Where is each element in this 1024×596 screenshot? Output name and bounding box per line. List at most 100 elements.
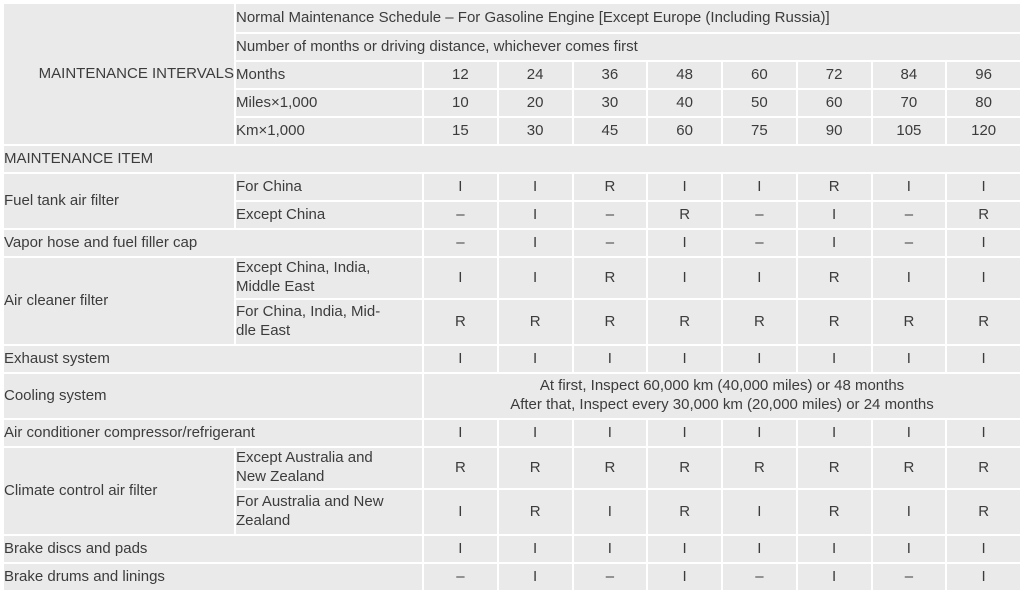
table-row: For Australia and New Zealand I R I R I … (4, 490, 1020, 534)
item-variant-condition: Except China, India, Middle East (236, 258, 422, 298)
maintenance-mark: I (797, 420, 871, 446)
maintenance-mark: R (797, 174, 871, 200)
maintenance-item-label: MAINTENANCE ITEM (4, 146, 1020, 172)
maintenance-mark: I (498, 258, 572, 298)
maintenance-mark: R (573, 258, 647, 298)
table-row: Brake drums and linings – I – I – I – I (4, 564, 1020, 590)
maintenance-mark: – (872, 564, 946, 590)
table-row: Exhaust system I I I I I I I I (4, 346, 1020, 372)
maintenance-mark: R (498, 490, 572, 534)
section-header-row: MAINTENANCE ITEM (4, 146, 1020, 172)
maintenance-mark: R (947, 300, 1020, 344)
table-row: Air cleaner filter Except China, India, … (4, 258, 1020, 344)
interval-value: 15 (424, 118, 497, 144)
maintenance-mark: R (498, 448, 572, 488)
maintenance-mark: R (723, 448, 796, 488)
table-row: Air conditioner compressor/refrigerant I… (4, 420, 1020, 446)
table-row: Except China – I – R – I – R (4, 202, 1020, 228)
interval-value: 50 (723, 90, 796, 116)
interval-value: 72 (797, 62, 871, 88)
interval-value: 40 (648, 90, 721, 116)
maintenance-mark: I (573, 420, 647, 446)
maintenance-mark: I (424, 536, 497, 562)
maintenance-mark: I (498, 202, 572, 228)
interval-value: 20 (498, 90, 572, 116)
interval-value: 60 (797, 90, 871, 116)
item-name: Air cleaner filter (4, 258, 234, 344)
interval-row-label: Km×1,000 (236, 118, 422, 144)
item-variant-condition: For China, India, Mid- dle East (236, 300, 422, 344)
maintenance-mark: I (498, 536, 572, 562)
maintenance-mark: R (648, 300, 721, 344)
maintenance-mark: – (723, 564, 796, 590)
interval-value: 45 (573, 118, 647, 144)
maintenance-mark: I (872, 346, 946, 372)
maintenance-mark: R (648, 490, 721, 534)
maintenance-mark: – (872, 230, 946, 256)
maintenance-mark: R (947, 202, 1020, 228)
maintenance-mark: I (797, 202, 871, 228)
maintenance-mark: – (424, 202, 497, 228)
item-variant-condition: For Australia and New Zealand (236, 490, 422, 534)
maintenance-mark: I (797, 230, 871, 256)
item-name: Vapor hose and fuel filler cap (4, 230, 422, 256)
table-title: Normal Maintenance Schedule – For Gasoli… (236, 4, 1020, 32)
maintenance-mark: I (947, 230, 1020, 256)
maintenance-mark: I (424, 174, 497, 200)
header-row-months: Months 12 24 36 48 60 72 84 96 (4, 62, 1020, 88)
header-row-title: MAINTENANCE INTERVALS Normal Maintenance… (4, 4, 1020, 144)
maintenance-mark: R (723, 300, 796, 344)
maintenance-mark: R (797, 448, 871, 488)
header-row-subtitle: Number of months or driving distance, wh… (4, 34, 1020, 60)
maintenance-mark: – (573, 564, 647, 590)
maintenance-mark: I (797, 346, 871, 372)
maintenance-mark: I (424, 420, 497, 446)
maintenance-intervals-label: MAINTENANCE INTERVALS (4, 4, 234, 144)
maintenance-mark: – (424, 230, 497, 256)
interval-value: 90 (797, 118, 871, 144)
maintenance-mark: I (424, 490, 497, 534)
table-row: For China, India, Mid- dle East R R R R … (4, 300, 1020, 344)
maintenance-mark: I (424, 346, 497, 372)
maintenance-mark: I (723, 536, 796, 562)
table-row: Brake discs and pads I I I I I I I I (4, 536, 1020, 562)
maintenance-mark: I (648, 230, 721, 256)
interval-value: 105 (872, 118, 946, 144)
maintenance-mark: I (947, 564, 1020, 590)
maintenance-mark: I (573, 490, 647, 534)
item-variant-condition: For China (236, 174, 422, 200)
maintenance-mark: – (872, 202, 946, 228)
maintenance-mark: I (498, 174, 572, 200)
maintenance-mark: I (498, 346, 572, 372)
maintenance-mark: R (797, 300, 871, 344)
table-row: Cooling system At first, Inspect 60,000 … (4, 374, 1020, 418)
maintenance-mark: R (498, 300, 572, 344)
interval-value: 30 (573, 90, 647, 116)
item-name: Brake discs and pads (4, 536, 422, 562)
item-name: Brake drums and linings (4, 564, 422, 590)
interval-value: 80 (947, 90, 1020, 116)
maintenance-mark: R (947, 490, 1020, 534)
header-row-miles: Miles×1,000 10 20 30 40 50 60 70 80 (4, 90, 1020, 116)
maintenance-mark: I (947, 536, 1020, 562)
maintenance-mark: R (797, 490, 871, 534)
maintenance-mark: R (424, 300, 497, 344)
item-name: Exhaust system (4, 346, 422, 372)
maintenance-mark: I (498, 420, 572, 446)
maintenance-mark: R (648, 202, 721, 228)
maintenance-mark: I (797, 536, 871, 562)
maintenance-mark: R (573, 448, 647, 488)
interval-value: 96 (947, 62, 1020, 88)
interval-value: 70 (872, 90, 946, 116)
maintenance-mark: I (424, 258, 497, 298)
maintenance-mark: I (872, 490, 946, 534)
item-variant-condition: Except China (236, 202, 422, 228)
maintenance-mark: R (648, 448, 721, 488)
maintenance-mark: I (872, 420, 946, 446)
interval-value: 24 (498, 62, 572, 88)
header-row-km: Km×1,000 15 30 45 60 75 90 105 120 (4, 118, 1020, 144)
interval-value: 60 (723, 62, 796, 88)
maintenance-mark: I (648, 536, 721, 562)
